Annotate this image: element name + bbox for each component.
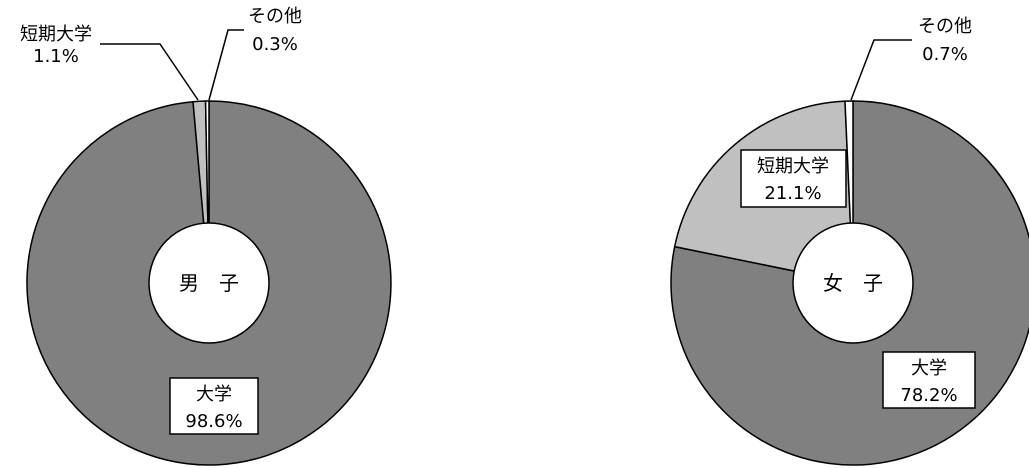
label-university-male: 大学 98.6% [169,377,259,435]
leader-line-other-male [208,29,244,101]
svg-text:1.1%: 1.1% [33,46,79,67]
label-other-male: その他 0.3% [248,6,302,55]
donut-hole [148,222,270,344]
label-junior-college-female: 短期大学 21.1% [740,149,847,208]
svg-text:98.6%: 98.6% [185,411,242,432]
svg-text:大学: 大学 [196,384,232,405]
label-other-female: その他 0.7% [918,16,972,65]
svg-text:その他: その他 [918,16,972,37]
label-junior-college-male: 短期大学 1.1% [20,24,92,67]
label-university-female: 大学 78.2% [882,351,976,409]
svg-text:21.1%: 21.1% [764,183,821,204]
center-label-male: 男 子 [179,271,239,295]
donut-chart-male [26,100,392,466]
center-label-female: 女 子 [823,271,883,295]
svg-text:0.7%: 0.7% [922,44,968,65]
leader-line-other-female [850,39,912,101]
svg-text:大学: 大学 [911,358,947,379]
svg-text:78.2%: 78.2% [900,385,957,406]
svg-text:その他: その他 [248,6,302,27]
svg-text:0.3%: 0.3% [252,34,298,55]
leader-line-junior-college-male [100,43,199,101]
donut-hole [792,222,914,344]
svg-text:短期大学: 短期大学 [757,156,829,177]
svg-text:短期大学: 短期大学 [20,24,92,45]
